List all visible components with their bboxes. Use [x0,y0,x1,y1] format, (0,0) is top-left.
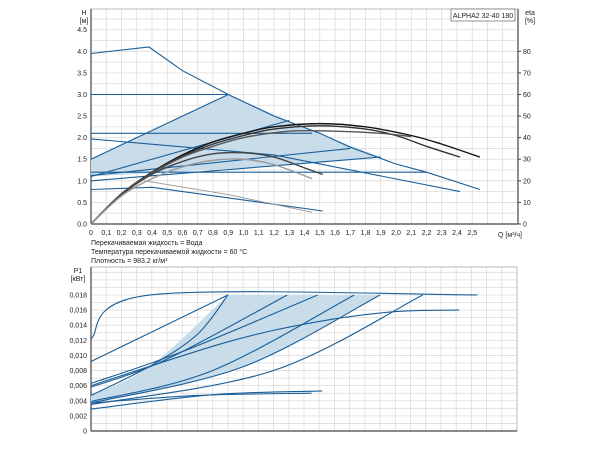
h-axis-unit: [м] [80,18,89,25]
y2-tick-label: 70 [523,70,531,77]
power-curve [90,294,355,403]
model-box [450,8,516,22]
efficiency-curve [90,158,313,225]
x-tick-label: 2,2 [422,230,432,237]
x-tick-label: 0,1 [101,230,111,237]
x-tick-label: 2,3 [437,230,447,237]
x-tick-label: 0,2 [117,230,127,237]
y-tick-label: 0,018 [69,292,87,299]
h-axis-label: H [81,10,86,17]
y-tick-label: 3.5 [77,70,87,77]
x-tick-label: 1,0 [239,230,249,237]
efficiency-curve [90,151,324,225]
model-title: ALPHA2 32-40 180 [453,13,513,20]
efficiency-curve [90,125,461,225]
head-curve [90,186,323,212]
y-tick-label: 0,006 [69,383,87,390]
head-curve [90,156,381,182]
power-curve [90,294,229,362]
y-tick-label: 1.5 [77,157,87,164]
x-tick-label: 1,6 [330,230,340,237]
y-tick-label: 1.0 [77,178,87,185]
x-tick-label: 2,4 [452,230,462,237]
y-tick-label: 0.5 [77,200,87,207]
top-ticks: 0 0,1 0,2 0,3 0,4 0,5 0,6 0,7 0,8 0,9 1,0 1,1 1,2 1,3… [77,27,531,237]
power-curve [90,392,312,404]
x-tick-label: 0,5 [162,230,172,237]
y2-tick-label: 40 [523,135,531,142]
x-tick-label: 0 [89,230,93,237]
power-curve [90,294,288,388]
y-tick-label: 0,016 [69,308,87,315]
y2-tick-label: 60 [523,92,531,99]
y2-tick-label: 20 [523,178,531,185]
y-tick-label: 2.0 [77,135,87,142]
y-tick-label: 4.5 [77,27,87,34]
power-curve [90,309,460,387]
y-tick-label: 0,002 [69,413,87,420]
y-tick-label: 0,008 [69,368,87,375]
y-tick-label: 3.0 [77,92,87,99]
x-tick-label: 2,5 [467,230,477,237]
head-curve [90,94,229,160]
y2-tick-label: 80 [523,49,531,56]
x-tick-label: 1,8 [361,230,371,237]
note-temperature: Температура перекачиваемой жидкости = 60… [91,248,247,256]
x-tick-label: 1,7 [345,230,355,237]
x-tick-label: 0,8 [208,230,218,237]
x-tick-label: 0,6 [178,230,188,237]
x-tick-label: 1,9 [376,230,386,237]
efficiency-curve [90,129,412,225]
x-tick-label: 0,3 [132,230,142,237]
y-tick-label: 0,014 [69,323,87,330]
y2-tick-label: 0 [523,222,527,229]
x-tick-label: 2,1 [406,230,416,237]
y-tick-label: 0 [83,429,87,436]
y2-tick-label: 50 [523,114,531,121]
power-curve [90,294,318,384]
y2-tick-label: 10 [523,200,531,207]
y-tick-label: 0,012 [69,338,87,345]
x-tick-label: 0,4 [147,230,157,237]
x-tick-label: 1,3 [284,230,294,237]
y-tick-label: 2.5 [77,114,87,121]
eta-axis-unit: [%] [525,18,535,25]
x-tick-label: 1,4 [300,230,310,237]
q-axis-label: Q [м³/ч] [498,232,522,239]
power-curve [90,294,423,406]
y-tick-label: 0.0 [77,222,87,229]
top-curves [90,46,481,225]
x-tick-label: 1,2 [269,230,279,237]
eta-axis-label: eta [525,10,535,17]
note-density: Плотность = 983.2 кг/м³ [91,258,168,265]
power-curve [90,294,381,404]
y-tick-label: 0,010 [69,353,87,360]
x-tick-label: 0,9 [223,230,233,237]
p1-axis-label: P1 [74,268,83,275]
x-tick-label: 1,5 [315,230,325,237]
head-curve [90,138,461,193]
y-tick-label: 0,004 [69,398,87,405]
p1-axis-unit: [кВт] [71,276,86,283]
power-curve [90,294,229,396]
y2-tick-label: 30 [523,157,531,164]
x-tick-label: 1,1 [254,230,264,237]
bottom-curves [90,291,478,410]
x-tick-label: 2,0 [391,230,401,237]
head-curve [90,147,351,177]
power-curve [90,291,478,340]
shaded-operating-area [91,294,381,404]
note-fluid: Перекачиваемая жидкость = Вода [91,240,203,247]
bottom-operating-area [91,294,381,404]
x-tick-label: 0,7 [193,230,203,237]
head-curve-gray [144,180,313,213]
bottom-ticks: 0 0,002 0,004 0,006 0,008 0,010 0,012 0,014 0,01… [69,292,87,435]
y-tick-label: 4.0 [77,49,87,56]
top-chart-grid [90,8,519,225]
